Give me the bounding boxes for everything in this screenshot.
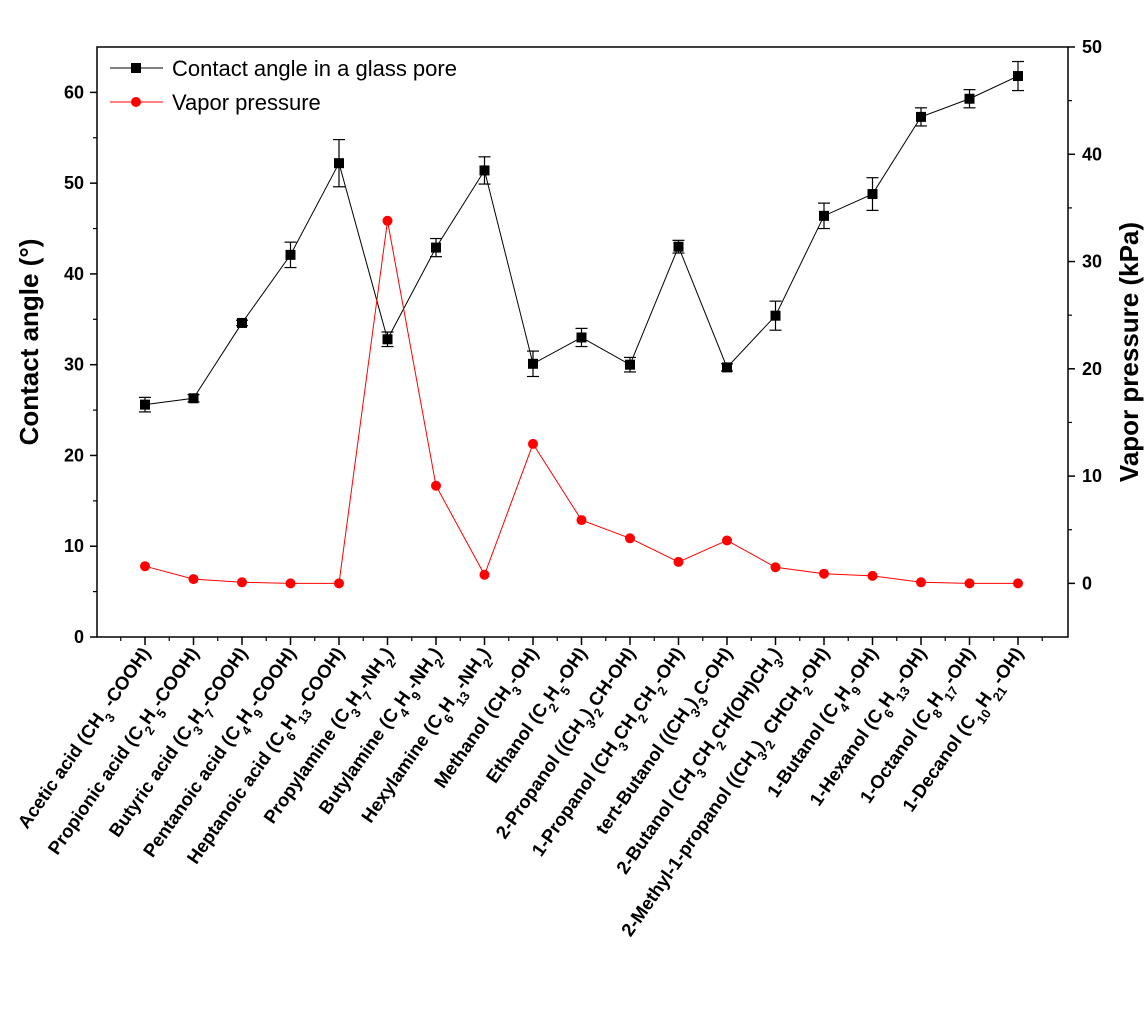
data-point-square (916, 111, 926, 122)
plot-frame (96, 46, 1069, 638)
data-point-circle (770, 562, 781, 573)
data-point-square (722, 362, 732, 373)
data-point-square (819, 210, 829, 221)
data-point-square (431, 242, 441, 253)
right-tick-label: 30 (1082, 252, 1102, 272)
left-tick-label: 50 (64, 173, 84, 193)
left-tick-label: 10 (64, 536, 84, 556)
data-point-square (528, 358, 538, 369)
data-point-square (770, 310, 781, 321)
data-point-square (1013, 71, 1023, 82)
data-point-circle (479, 569, 490, 580)
data-point-circle (673, 556, 684, 567)
data-point-circle (625, 533, 635, 544)
data-point-circle (867, 570, 878, 581)
data-point-circle (819, 568, 829, 579)
data-point-circle (188, 574, 199, 585)
data-point-square (334, 158, 344, 169)
left-tick-label: 60 (64, 82, 84, 102)
data-point-circle (528, 438, 538, 449)
data-point-square (382, 334, 393, 345)
data-point-square (673, 241, 684, 252)
data-point-circle (1013, 578, 1023, 589)
data-point-circle (576, 515, 587, 526)
data-point-square (188, 393, 199, 404)
legend-label: Contact angle in a glass pore (172, 56, 457, 81)
data-point-square (140, 399, 150, 410)
left-tick-label: 20 (64, 445, 84, 465)
right-tick-label: 0 (1082, 573, 1092, 593)
legend-label: Vapor pressure (172, 90, 321, 115)
left-tick-label: 30 (64, 355, 84, 375)
legend-marker (131, 63, 141, 73)
data-point-square (576, 332, 587, 343)
right-tick-label: 10 (1082, 466, 1102, 486)
plot-border (96, 46, 1069, 638)
data-point-square (237, 317, 247, 328)
data-point-circle (140, 561, 150, 572)
right-tick-label: 50 (1082, 37, 1102, 57)
series-layer (139, 60, 1024, 589)
data-point-circle (964, 578, 975, 589)
series-vapor-pressure (140, 215, 1023, 589)
legend-marker (131, 97, 141, 107)
data-point-circle (285, 578, 296, 589)
data-point-square (479, 165, 490, 176)
data-point-circle (382, 215, 393, 226)
data-point-circle (916, 577, 926, 588)
y-axis-label: Contact angle (°) (14, 239, 44, 446)
right-tick-label: 20 (1082, 359, 1102, 379)
data-point-square (964, 93, 975, 104)
left-tick-label: 0 (74, 627, 84, 647)
left-y-axis: 0 10 20 30 40 50 60 (64, 82, 97, 647)
data-point-square (285, 249, 296, 260)
data-point-circle (431, 480, 441, 491)
series-contact-angle (139, 60, 1024, 413)
data-point-square (867, 189, 878, 200)
data-point-circle (722, 535, 732, 546)
data-point-circle (237, 577, 247, 588)
data-point-square (625, 359, 635, 370)
right-y-axis: 0 10 20 30 40 50 (1068, 37, 1102, 593)
right-tick-label: 40 (1082, 144, 1102, 164)
legend: Contact angle in a glass pore Vapor press… (110, 56, 457, 115)
y2-axis-label: Vapor pressure (kPa) (1114, 222, 1144, 482)
left-tick-label: 40 (64, 264, 84, 284)
data-point-circle (334, 578, 344, 589)
